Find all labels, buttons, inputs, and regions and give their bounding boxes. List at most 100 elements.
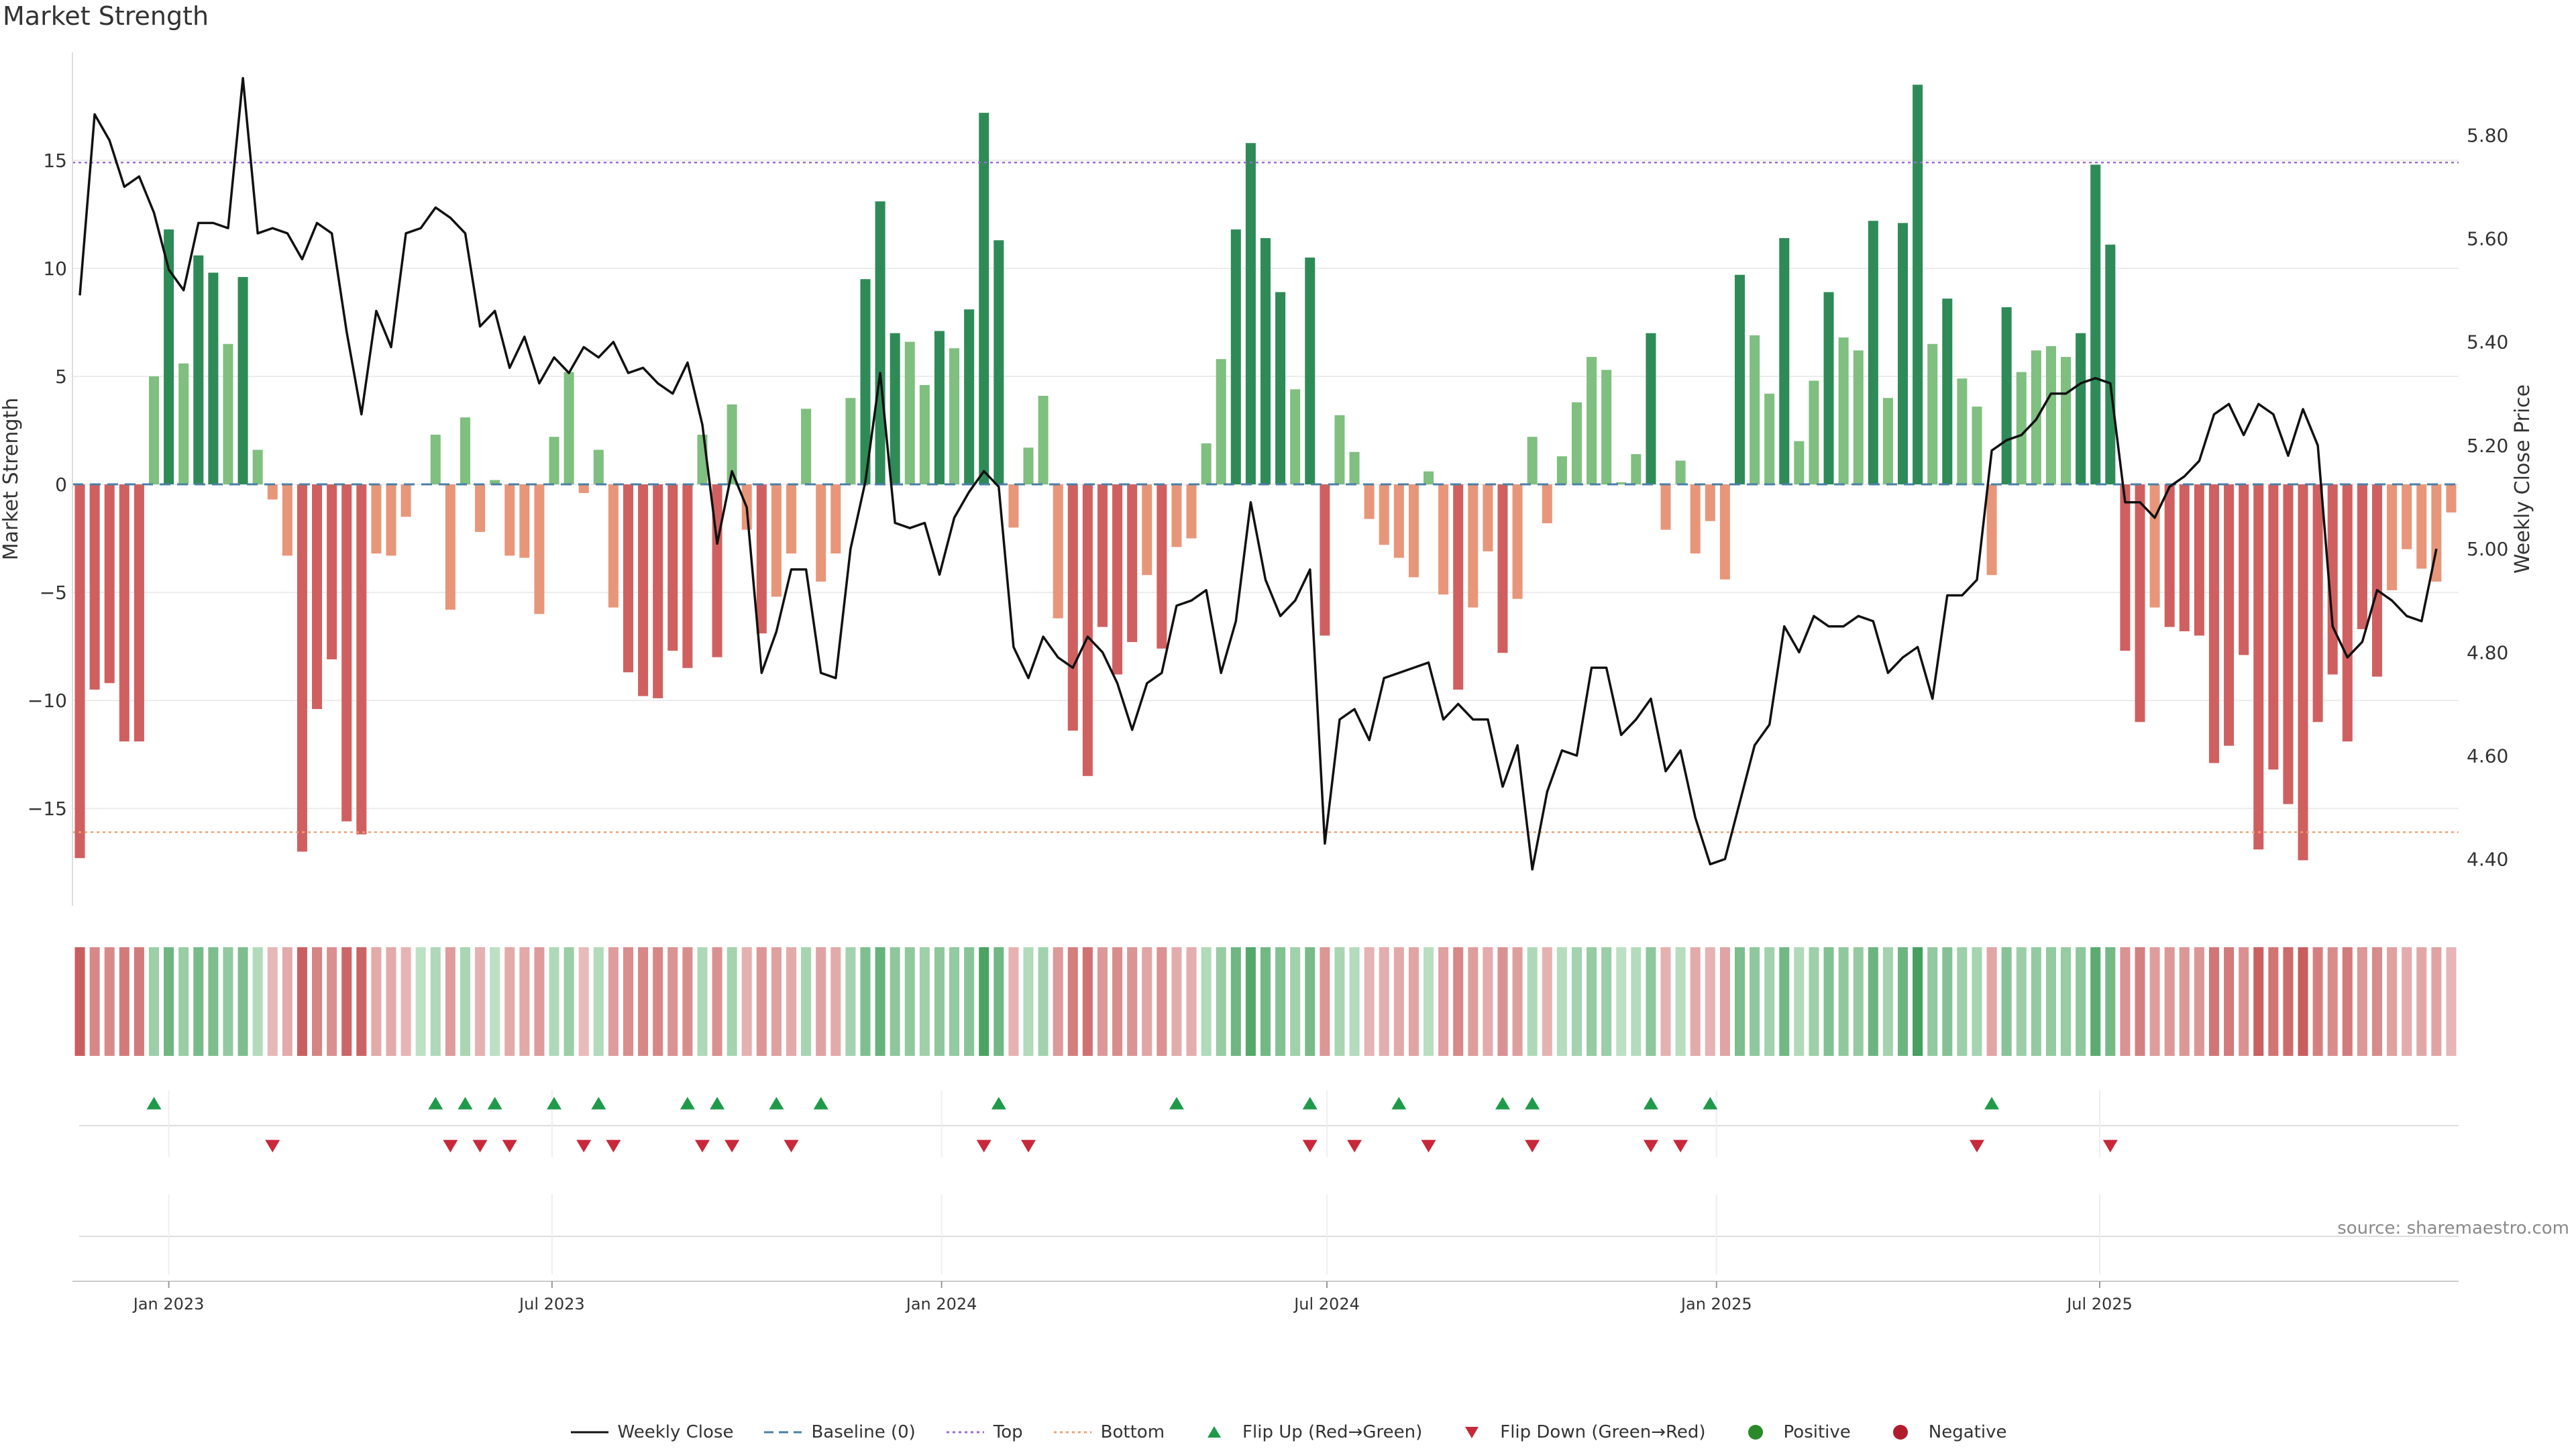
chart-title: Market Strength bbox=[3, 1, 209, 31]
strength-bar bbox=[460, 417, 470, 485]
y2-tick-label: 4.60 bbox=[2467, 745, 2508, 767]
strength-bar bbox=[312, 484, 323, 709]
heat-cell bbox=[237, 947, 248, 1056]
strength-bar bbox=[2298, 484, 2308, 861]
heat-cell bbox=[549, 947, 559, 1056]
heat-cell bbox=[1838, 947, 1849, 1056]
heat-cell bbox=[504, 947, 515, 1056]
heat-cell bbox=[208, 947, 219, 1056]
heat-cell bbox=[638, 947, 649, 1056]
flip-down-marker bbox=[694, 1140, 710, 1152]
strength-bar bbox=[1142, 484, 1152, 576]
legend-label: Top bbox=[993, 1422, 1023, 1442]
heat-cell bbox=[2342, 947, 2353, 1056]
heat-cell bbox=[1245, 947, 1256, 1056]
flip-down-marker bbox=[976, 1140, 991, 1152]
heat-cell bbox=[1972, 947, 1982, 1056]
heat-cell bbox=[341, 947, 352, 1056]
flip-down-marker bbox=[784, 1140, 799, 1152]
heat-cell bbox=[727, 947, 737, 1056]
heat-cell bbox=[2149, 947, 2160, 1056]
strength-bar bbox=[208, 272, 219, 485]
heat-cell bbox=[2239, 947, 2249, 1056]
heat-cell bbox=[1157, 947, 1167, 1056]
strength-bar bbox=[2402, 484, 2412, 549]
strength-bar bbox=[445, 484, 455, 610]
strength-bar bbox=[164, 229, 174, 485]
strength-bar bbox=[830, 484, 841, 554]
flip-down-marker bbox=[1643, 1140, 1658, 1152]
strength-bar bbox=[1942, 299, 1953, 485]
heat-cell bbox=[1942, 947, 1953, 1056]
y-tick-label: −10 bbox=[28, 690, 67, 712]
heat-cell bbox=[1660, 947, 1671, 1056]
y-tick-label: 5 bbox=[55, 366, 67, 388]
heat-cell bbox=[1705, 947, 1715, 1056]
heat-cell bbox=[74, 947, 85, 1056]
strength-bar bbox=[1349, 451, 1360, 485]
strength-bar bbox=[1660, 484, 1671, 530]
strength-bar bbox=[608, 484, 619, 608]
heat-cell bbox=[252, 947, 263, 1056]
strength-bar bbox=[771, 484, 782, 597]
y2-tick-label: 4.80 bbox=[2467, 641, 2508, 663]
flip-down-marker bbox=[472, 1140, 488, 1152]
heat-cell bbox=[2179, 947, 2190, 1056]
strength-bar bbox=[2090, 164, 2101, 485]
heat-cell bbox=[2446, 947, 2457, 1056]
heat-cell bbox=[2001, 947, 2012, 1056]
heat-cell bbox=[282, 947, 292, 1056]
strength-bar bbox=[727, 404, 737, 485]
strength-bar bbox=[1112, 484, 1123, 675]
strength-bar bbox=[267, 484, 278, 500]
strength-bar bbox=[1882, 398, 1893, 485]
strength-bar bbox=[1764, 393, 1775, 485]
strength-bar bbox=[1542, 484, 1552, 524]
heat-cell bbox=[578, 947, 589, 1056]
strength-bar bbox=[386, 484, 396, 556]
heat-cell bbox=[830, 947, 841, 1056]
heat-cell bbox=[1882, 947, 1893, 1056]
legend-item-bottom: Bottom bbox=[1053, 1422, 1165, 1442]
heat-cell bbox=[1927, 947, 1938, 1056]
legend-label: Negative bbox=[1928, 1422, 2007, 1442]
heat-cell bbox=[149, 947, 160, 1056]
heat-cell bbox=[2402, 947, 2412, 1056]
heat-cell bbox=[1038, 947, 1049, 1056]
strength-bar bbox=[1230, 229, 1241, 485]
negative-swatch-icon bbox=[1892, 1425, 1908, 1440]
strength-bar bbox=[816, 484, 826, 582]
heat-cell bbox=[623, 947, 634, 1056]
heat-cell bbox=[460, 947, 470, 1056]
strength-bar bbox=[534, 484, 545, 614]
flip-down-marker bbox=[724, 1140, 740, 1152]
heat-cell bbox=[1023, 947, 1034, 1056]
strength-bar bbox=[1957, 378, 1968, 485]
heat-cell bbox=[890, 947, 900, 1056]
heat-cell bbox=[875, 947, 885, 1056]
legend-item-flip-down: Flip Down (Green→Red) bbox=[1452, 1422, 1706, 1442]
legend-label: Weekly Close bbox=[617, 1422, 734, 1442]
strength-bar bbox=[653, 484, 663, 698]
heat-cell bbox=[1957, 947, 1968, 1056]
heat-cell bbox=[845, 947, 856, 1056]
heat-cell bbox=[1719, 947, 1730, 1056]
positive-swatch-icon bbox=[1748, 1425, 1763, 1440]
strength-bar bbox=[1334, 415, 1345, 485]
flip-markers bbox=[79, 1090, 2459, 1275]
strength-bar bbox=[623, 484, 634, 673]
y-tick-label: −5 bbox=[40, 582, 67, 604]
strength-bar bbox=[2416, 484, 2427, 569]
strength-bar bbox=[2342, 484, 2353, 742]
heat-cell bbox=[1556, 947, 1567, 1056]
flip-up-marker bbox=[458, 1097, 473, 1110]
strength-bar bbox=[1216, 359, 1226, 485]
strength-bar bbox=[801, 409, 812, 485]
strength-bar bbox=[1364, 484, 1375, 519]
heat-cell bbox=[682, 947, 693, 1056]
heat-cell bbox=[312, 947, 323, 1056]
heat-cell bbox=[801, 947, 812, 1056]
strength-bar bbox=[282, 484, 292, 556]
strength-bar bbox=[1393, 484, 1404, 558]
flip-up-marker bbox=[769, 1097, 784, 1110]
